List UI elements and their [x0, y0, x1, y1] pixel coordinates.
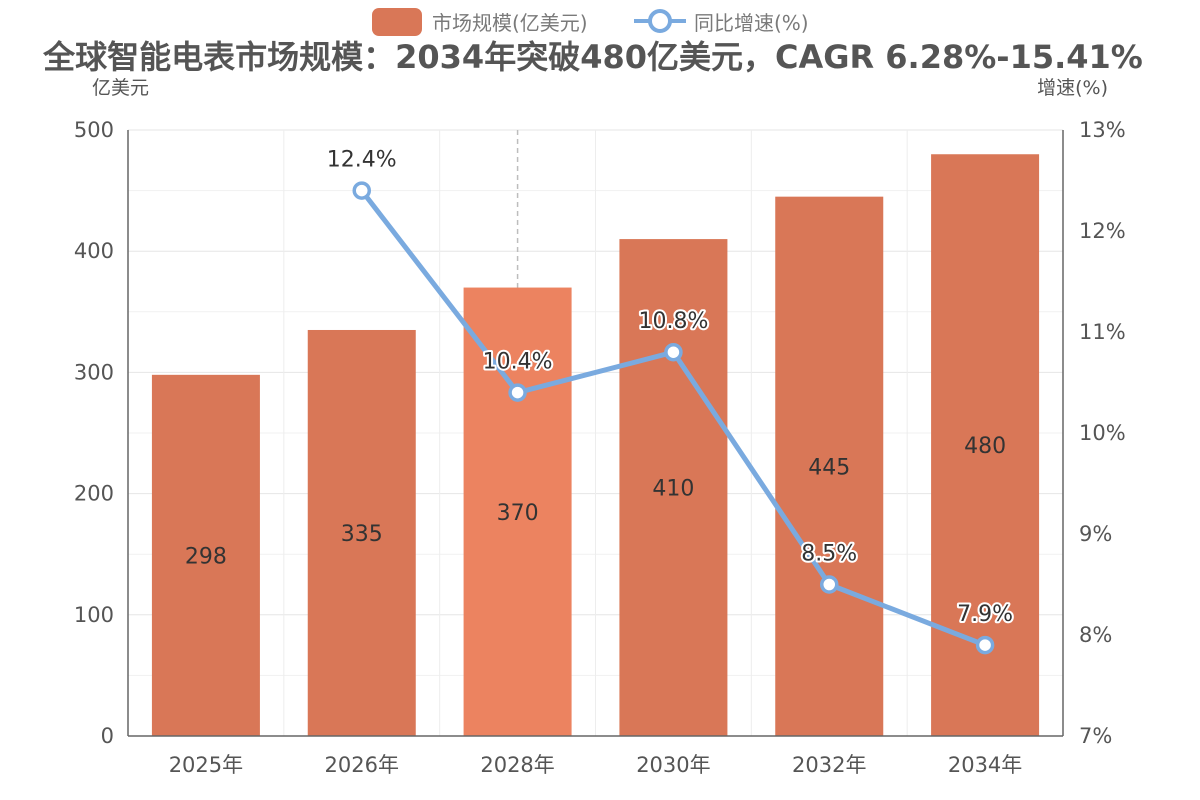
x-tick-label: 2028年: [480, 753, 554, 777]
y-left-tick-label: 200: [74, 482, 114, 506]
growth-value-label: 12.4%: [327, 148, 397, 173]
growth-value-label: 10.4%: [483, 350, 553, 375]
bar-2030年[interactable]: [619, 239, 728, 736]
bar-value-label: 370: [497, 501, 539, 526]
legend-line-label[interactable]: 同比增速(%): [694, 11, 809, 35]
y-right-tick-label: 13%: [1079, 118, 1126, 142]
bar-2025年[interactable]: [151, 374, 260, 736]
growth-point-2032年[interactable]: [820, 575, 839, 594]
x-tick-label: 2032年: [792, 753, 866, 777]
bar-value-label: 410: [652, 477, 694, 502]
y-left-tick-label: 100: [74, 603, 114, 627]
bar-2026年[interactable]: [307, 329, 416, 736]
line-series: [352, 181, 995, 655]
y-axis-right-name: 增速(%): [1037, 77, 1108, 99]
y-left-tick-label: 500: [74, 118, 114, 142]
y-right-tick-label: 11%: [1079, 320, 1126, 344]
bar-value-label: 445: [808, 455, 850, 480]
y-right-tick-label: 7%: [1079, 724, 1112, 748]
y-right-tick-label: 10%: [1079, 421, 1126, 445]
y-right-tick-label: 9%: [1079, 522, 1112, 546]
growth-point-2030年[interactable]: [664, 342, 683, 362]
x-tick-label: 2025年: [169, 753, 243, 777]
growth-point-2026年[interactable]: [352, 181, 371, 200]
y-right-tick-label: 8%: [1079, 623, 1112, 647]
x-tick-label: 2034年: [948, 753, 1022, 777]
grid: [128, 129, 1063, 737]
bar-2028年[interactable]: [463, 287, 572, 736]
growth-value-label: 7.9%: [957, 602, 1013, 627]
chart-title: 全球智能电表市场规模：2034年突破480亿美元，CAGR 6.28%-15.4…: [42, 38, 1143, 76]
legend-bar-label[interactable]: 市场规模(亿美元): [432, 11, 588, 35]
growth-value-label: 10.8%: [638, 309, 708, 334]
x-tick-label: 2026年: [325, 753, 399, 777]
y-right-tick-label: 12%: [1079, 219, 1126, 243]
data-labels: 298 335 370 410 445 480 12.4% 10.4% 10.8% 8.5% 7.9…: [185, 146, 1015, 629]
axes: 0 100 200 300 400 500 7% 8% 9% 10% 11% 12% 13% 2025年 2…: [74, 118, 1126, 777]
growth-value-label: 8.5%: [801, 542, 857, 567]
legend-bar-swatch[interactable]: [372, 8, 422, 36]
y-left-tick-label: 300: [74, 360, 114, 384]
y-axis-left-name: 亿美元: [92, 77, 149, 99]
legend[interactable]: 市场规模(亿美元) 同比增速(%): [372, 8, 809, 36]
growth-point-2034年[interactable]: [975, 635, 995, 655]
y-left-tick-label: 400: [74, 239, 114, 263]
bar-series: [151, 154, 1040, 737]
y-left-tick-label: 0: [101, 724, 114, 748]
bar-value-label: 298: [185, 544, 227, 569]
legend-line-swatch[interactable]: [634, 9, 686, 33]
x-tick-label: 2030年: [636, 753, 710, 777]
bar-value-label: 480: [964, 434, 1006, 459]
bar-value-label: 335: [341, 522, 383, 547]
bar-2032年[interactable]: [775, 196, 884, 736]
growth-point-2028年[interactable]: [508, 383, 527, 402]
